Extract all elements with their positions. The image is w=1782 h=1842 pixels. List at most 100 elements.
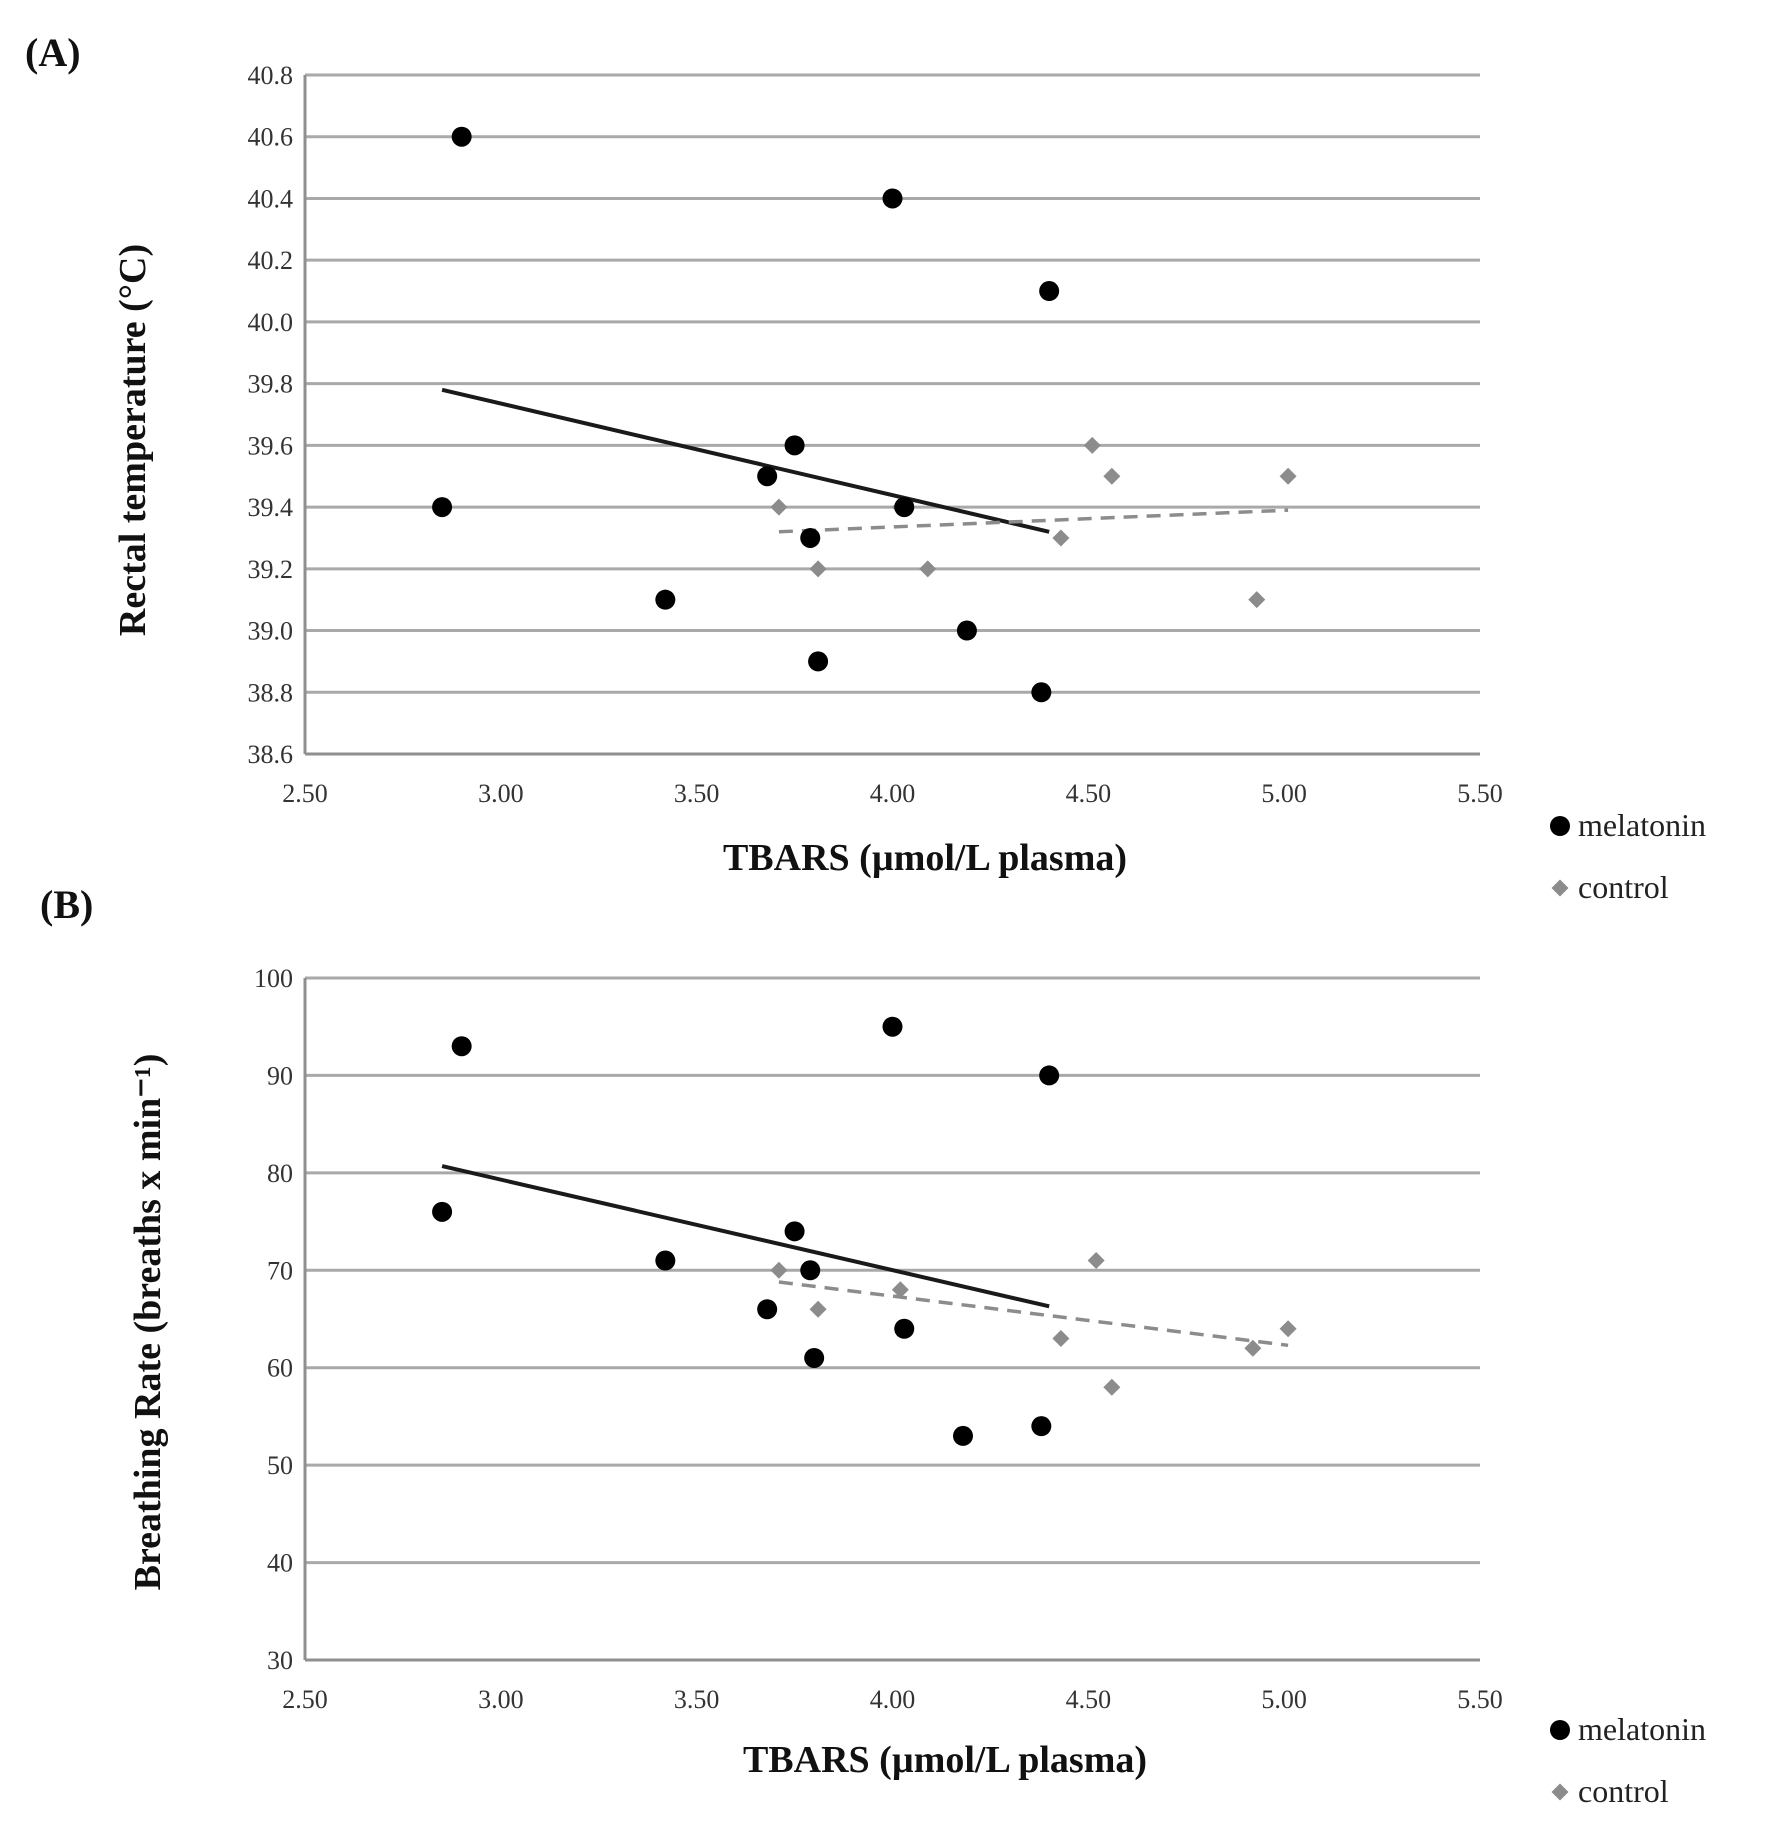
panel-a-y-tick-label: 40.6 <box>248 123 294 152</box>
panel-b-point-melatonin <box>804 1347 825 1368</box>
panel-a-point-control <box>1083 436 1101 454</box>
panel-b-y-tick-label: 50 <box>267 1451 293 1480</box>
panel-a-legend-label-control: control <box>1578 869 1669 905</box>
panel-a-gridlines <box>305 73 1480 694</box>
panel-b-point-control <box>770 1261 788 1279</box>
panel-a-legend-marker-melatonin <box>1550 816 1570 836</box>
panel-a: (A) 38.6 38.8 39.0 39.2 39.4 39.6 39.8 40.0 40.2… <box>25 30 1706 905</box>
panel-a-x-tick-label: 3.50 <box>674 779 720 808</box>
panel-a-point-melatonin <box>956 620 977 641</box>
panel-a-point-control <box>770 498 788 516</box>
panel-a-point-control <box>919 560 937 578</box>
panel-b-y-tick-label: 60 <box>267 1354 293 1383</box>
panel-b-point-melatonin <box>1031 1416 1052 1437</box>
panel-a-x-tick-label: 3.00 <box>478 779 524 808</box>
panel-b-trendline-melatonin <box>441 1164 1050 1309</box>
panel-b-x-tick-label: 4.50 <box>1066 1685 1112 1714</box>
panel-b-point-control <box>891 1281 909 1299</box>
panel-a-point-control <box>1279 467 1297 485</box>
panel-a-point-control <box>1103 467 1121 485</box>
panel-b-label: (B) <box>40 882 93 927</box>
panel-a-y-tick-label: 40.2 <box>248 246 294 275</box>
panel-a-label: (A) <box>25 30 81 75</box>
panel-b-legend-label-control: control <box>1578 1773 1669 1809</box>
panel-b-axes <box>303 978 1480 1662</box>
panel-a-legend-marker-control <box>1551 879 1569 897</box>
panel-b-x-tick-label: 3.50 <box>674 1685 720 1714</box>
panel-b-point-melatonin <box>432 1201 453 1222</box>
panel-b-y-tick-label: 90 <box>267 1061 293 1090</box>
panel-a-point-control <box>1052 529 1070 547</box>
panel-b-x-tick-label: 3.00 <box>478 1685 524 1714</box>
panel-b-legend-marker-control <box>1551 1783 1569 1801</box>
panel-b-point-melatonin <box>1039 1065 1060 1086</box>
panel-a-y-tick-label: 39.2 <box>248 555 294 584</box>
panel-a-point-melatonin <box>882 188 903 209</box>
panel-a-legend-swatch-melatonin <box>1550 816 1570 836</box>
panel-b-x-tick-label: 5.50 <box>1457 1685 1503 1714</box>
panel-b-point-melatonin <box>451 1036 472 1057</box>
panel-b-y-tick-label: 80 <box>267 1159 293 1188</box>
panel-b-x-tick-labels: 2.50 3.00 3.50 4.00 4.50 5.00 5.50 <box>282 1685 1503 1714</box>
panel-b-x-axis-title: TBARS (µmol/L plasma) <box>743 1739 1147 1781</box>
panel-a-point-melatonin <box>432 497 453 518</box>
panel-b-point-control <box>1087 1252 1105 1270</box>
panel-b-points <box>432 1016 1297 1446</box>
panel-a-point-control <box>1248 591 1266 609</box>
panel-a-point-melatonin <box>1039 281 1060 302</box>
panel-b-y-tick-labels: 30 40 50 60 70 80 90 100 <box>254 964 293 1675</box>
panel-a-x-tick-labels: 2.50 3.00 3.50 4.00 4.50 5.00 5.50 <box>282 779 1503 808</box>
panel-b-point-melatonin <box>784 1221 805 1242</box>
panel-a-y-tick-labels: 38.6 38.8 39.0 39.2 39.4 39.6 39.8 40.0 40.2 40.4… <box>248 61 294 769</box>
panel-a-legend: melatonin control <box>1550 807 1706 905</box>
panel-b-legend: melatonin control <box>1550 1711 1706 1809</box>
panel-a-y-tick-label: 38.8 <box>248 678 294 707</box>
panel-a-x-tick-label: 5.00 <box>1261 779 1307 808</box>
panel-a-y-tick-label: 39.4 <box>248 493 294 522</box>
panel-a-x-tick-label: 4.00 <box>870 779 916 808</box>
panel-b-point-melatonin <box>953 1425 973 1446</box>
panel-a-x-tick-label: 2.50 <box>282 779 328 808</box>
panel-a-point-melatonin <box>451 126 472 147</box>
panel-a-point-melatonin <box>757 466 778 487</box>
panel-a-legend-label-melatonin: melatonin <box>1578 807 1706 843</box>
panel-b-point-control <box>1244 1339 1262 1357</box>
panel-a-y-tick-label: 40.4 <box>248 184 294 213</box>
panel-b-point-melatonin <box>757 1299 778 1320</box>
panel-b-legend-swatch-control <box>1551 1783 1569 1801</box>
panel-a-y-tick-label: 38.6 <box>248 740 294 769</box>
panel-b-point-control <box>1279 1320 1297 1338</box>
panel-a-y-tick-label: 39.0 <box>248 617 294 646</box>
panel-b-gridlines <box>305 976 1480 1565</box>
panel-a-y-tick-label: 39.8 <box>248 370 294 399</box>
panel-b-legend-label-melatonin: melatonin <box>1578 1711 1706 1747</box>
panel-b-y-tick-label: 40 <box>267 1549 293 1578</box>
panel-b-y-axis-title: Breathing Rate (breaths x min⁻¹) <box>127 1054 169 1591</box>
panel-a-x-tick-label: 4.50 <box>1066 779 1112 808</box>
panel-b-point-control <box>1103 1378 1121 1396</box>
panel-a-legend-swatch-control <box>1551 879 1569 897</box>
panel-b-x-tick-label: 4.00 <box>870 1685 916 1714</box>
panel-b-y-tick-label: 30 <box>267 1646 293 1675</box>
panel-b-y-tick-label: 100 <box>254 964 293 993</box>
panel-b-point-control <box>1052 1329 1070 1347</box>
panel-a-point-melatonin <box>894 497 915 518</box>
panel-a-y-tick-label: 39.6 <box>248 431 294 460</box>
panel-a-y-tick-label: 40.0 <box>248 308 294 337</box>
panel-a-trendlines <box>441 387 1289 534</box>
panel-a-point-melatonin <box>655 589 676 610</box>
panel-a-point-melatonin <box>808 651 829 672</box>
panel-b-point-melatonin <box>655 1250 676 1271</box>
panel-a-point-melatonin <box>1031 682 1052 703</box>
panel-a-point-melatonin <box>800 527 821 548</box>
panel-b-point-melatonin <box>894 1318 915 1339</box>
panel-b-x-tick-label: 5.00 <box>1261 1685 1307 1714</box>
panel-a-y-tick-label: 40.8 <box>248 61 294 90</box>
panel-a-x-axis-title: TBARS (µmol/L plasma) <box>723 837 1127 879</box>
panel-b-point-melatonin <box>800 1260 821 1281</box>
panel-b-point-control <box>809 1300 827 1318</box>
panel-a-x-tick-label: 5.50 <box>1457 779 1503 808</box>
panel-a-trendline-control <box>778 508 1289 534</box>
panel-b-trendline-control <box>778 1280 1289 1348</box>
